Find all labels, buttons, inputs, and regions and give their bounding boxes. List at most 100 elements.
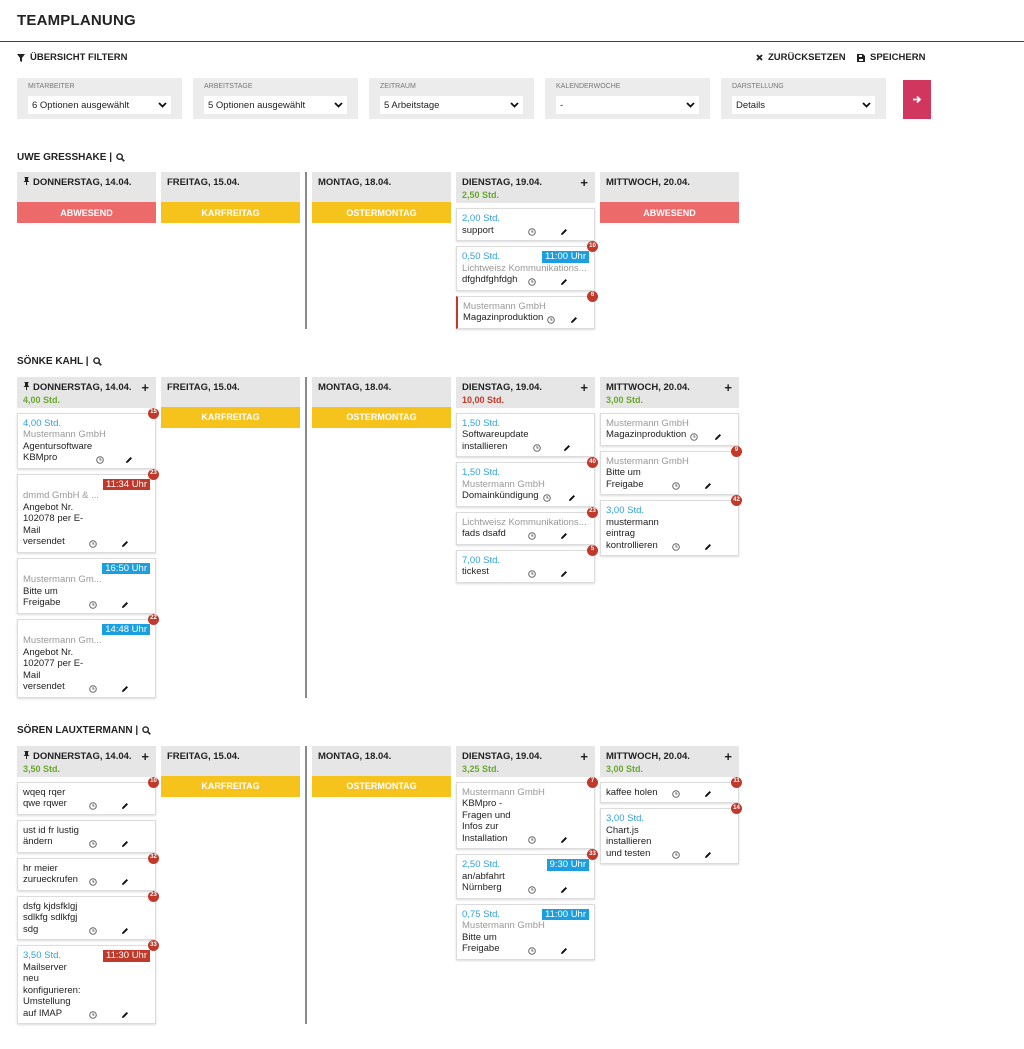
edit-icon[interactable]: [125, 456, 150, 464]
task-time: 11:34 Uhr: [102, 478, 150, 490]
add-button[interactable]: +: [141, 748, 149, 764]
day-column: FREITAG, 15.04. KARFREITAG: [161, 172, 300, 329]
clock-icon[interactable]: [690, 432, 709, 441]
task-card[interactable]: 16:50 Uhr Mustermann Gm... Bitte um Freiga…: [17, 557, 156, 614]
task-card[interactable]: 0,50 Std. 11:00 Uhr Lichtweisz Kommunikati…: [456, 241, 598, 291]
add-button[interactable]: +: [580, 748, 588, 764]
clock-icon[interactable]: [88, 684, 118, 693]
task-card[interactable]: 3,00 Std. Chart.js installieren und teste…: [600, 803, 742, 864]
clock-icon[interactable]: [96, 455, 121, 464]
clock-icon[interactable]: [671, 543, 701, 551]
task-client: Mustermann GmbH: [462, 478, 545, 490]
clock-icon[interactable]: [88, 1011, 118, 1019]
edit-icon[interactable]: [704, 543, 733, 551]
edit-icon[interactable]: [563, 444, 589, 452]
task-card[interactable]: 3,00 Std. mustermann eintrag kontrolliere…: [600, 495, 742, 556]
day-label: DIENSTAG, 19.04.: [462, 382, 589, 393]
filter-select[interactable]: Details: [732, 96, 875, 114]
task-card[interactable]: Mustermann GmbH Bitte um Freigabe 9: [600, 445, 742, 495]
clock-icon[interactable]: [88, 539, 118, 548]
clock-icon[interactable]: [88, 600, 118, 609]
task-card[interactable]: 3,50 Std. 11:30 Uhr Mailserver neu konfigu…: [17, 940, 159, 1024]
filter-toggle[interactable]: ÜBERSICHT FILTERN: [17, 52, 127, 63]
clock-icon[interactable]: [527, 569, 557, 578]
search-icon[interactable]: [92, 357, 102, 366]
apply-button[interactable]: [903, 80, 931, 119]
search-icon[interactable]: [142, 726, 152, 735]
edit-icon[interactable]: [560, 570, 589, 578]
edit-icon[interactable]: [560, 532, 589, 540]
edit-icon[interactable]: [121, 802, 150, 810]
day-column: MONTAG, 18.04. OSTERMONTAG: [312, 376, 451, 698]
clock-icon[interactable]: [547, 315, 566, 324]
add-button[interactable]: +: [724, 748, 732, 764]
clock-icon[interactable]: [88, 839, 118, 848]
task-card[interactable]: 0,75 Std. 11:00 Uhr Mustermann GmbH Bitte u…: [456, 903, 595, 960]
task-card[interactable]: Mustermann GmbH Magazinproduktion: [600, 412, 739, 446]
add-button[interactable]: +: [580, 175, 588, 190]
add-button[interactable]: +: [724, 379, 732, 395]
task-card[interactable]: Mustermann GmbH Magazinproduktion 6: [456, 290, 598, 329]
task-card[interactable]: 14:48 Uhr Mustermann Gm... Angebot Nr. 102…: [17, 613, 159, 698]
edit-icon[interactable]: [704, 790, 733, 798]
filter-select[interactable]: 6 Optionen ausgewählt: [28, 96, 171, 114]
edit-icon[interactable]: [704, 482, 733, 490]
edit-icon[interactable]: [121, 1011, 150, 1019]
task-card[interactable]: wqeq rqer qwe rqwer 10: [17, 776, 159, 815]
day-label: MONTAG, 18.04.: [318, 382, 445, 393]
reset-button[interactable]: ZURÜCKSETZEN: [756, 52, 846, 63]
task-title-row: an/abfahrt Nürnberg: [462, 871, 589, 894]
edit-icon[interactable]: [560, 947, 589, 955]
clock-icon[interactable]: [88, 801, 118, 810]
task-card[interactable]: dsfg kjdsfklgj sdlkfg sdlkfgj sdg 23: [17, 890, 159, 940]
edit-icon[interactable]: [121, 927, 150, 935]
clock-icon[interactable]: [527, 277, 557, 286]
clock-icon[interactable]: [527, 946, 557, 955]
edit-icon[interactable]: [568, 494, 589, 502]
edit-icon[interactable]: [560, 836, 589, 844]
task-card[interactable]: hr meier zurueckrufen 32: [17, 852, 159, 891]
clock-icon[interactable]: [527, 228, 557, 236]
clock-icon[interactable]: [542, 493, 564, 502]
filter-select[interactable]: 5 Arbeitstage: [380, 96, 523, 114]
clock-icon[interactable]: [527, 885, 557, 894]
add-button[interactable]: +: [580, 379, 588, 395]
edit-icon[interactable]: [560, 278, 589, 286]
save-button[interactable]: SPEICHERN: [857, 52, 925, 63]
task-card[interactable]: 7,00 Std. tickest 5: [456, 544, 598, 583]
task-card[interactable]: 2,00 Std. support: [456, 208, 595, 241]
task-card[interactable]: Mustermann GmbH KBMpro - Fragen und Infos…: [456, 776, 598, 849]
task-card[interactable]: 2,50 Std. 9:30 Uhr an/abfahrt Nürnberg 33: [456, 849, 598, 899]
clock-icon[interactable]: [527, 836, 557, 844]
filter: KALENDERWOCHE -: [545, 78, 710, 119]
edit-icon[interactable]: [121, 601, 150, 609]
clock-icon[interactable]: [527, 531, 557, 540]
edit-icon[interactable]: [704, 851, 733, 859]
clock-icon[interactable]: [671, 851, 701, 859]
edit-icon[interactable]: [560, 886, 589, 894]
task-card[interactable]: Lichtweisz Kommunikations... fads dsafd 23: [456, 506, 598, 545]
search-icon[interactable]: [116, 152, 125, 162]
clock-icon[interactable]: [88, 877, 118, 886]
task-card[interactable]: ust id fr lustig ändern: [17, 819, 156, 853]
add-button[interactable]: +: [141, 379, 149, 395]
edit-icon[interactable]: [121, 840, 150, 848]
edit-icon[interactable]: [121, 540, 150, 548]
filter-select[interactable]: -: [556, 96, 699, 114]
task-title: Mailserver neu konfigurieren: Umstellung…: [23, 961, 81, 1019]
task-card[interactable]: 4,00 Std. Mustermann GmbH Agentursoftware …: [17, 407, 159, 469]
clock-icon[interactable]: [671, 482, 701, 490]
edit-icon[interactable]: [714, 433, 733, 441]
task-card[interactable]: 11:34 Uhr dmmd GmbH & ... Angebot Nr. 1020…: [17, 468, 159, 553]
edit-icon[interactable]: [560, 228, 589, 236]
clock-icon[interactable]: [671, 790, 701, 798]
edit-icon[interactable]: [121, 878, 150, 886]
task-card[interactable]: 1,50 Std. Softwareupdate installieren: [456, 412, 595, 457]
clock-icon[interactable]: [532, 444, 559, 452]
task-card[interactable]: 1,50 Std. Mustermann GmbH Domainkündigung 4…: [456, 457, 598, 507]
edit-icon[interactable]: [570, 316, 589, 324]
filter-select[interactable]: 5 Optionen ausgewählt: [204, 96, 347, 114]
task-card[interactable]: kaffee holen 11: [600, 776, 742, 803]
edit-icon[interactable]: [121, 685, 150, 693]
clock-icon[interactable]: [88, 927, 118, 935]
